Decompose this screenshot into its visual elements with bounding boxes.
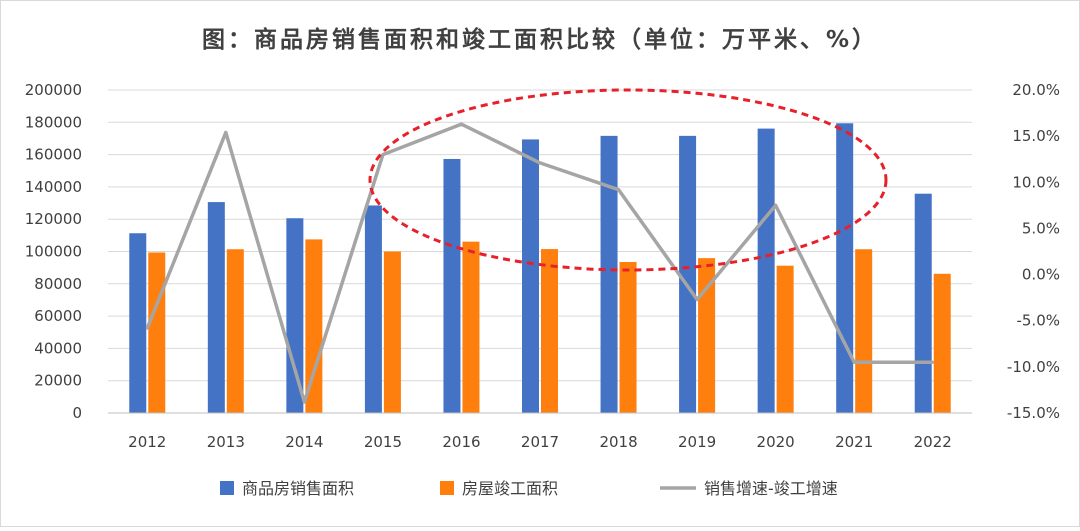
annotation-group bbox=[368, 88, 888, 272]
y-tick-label: 160000 bbox=[25, 146, 82, 164]
line-point bbox=[459, 122, 463, 126]
line-point bbox=[852, 360, 856, 364]
legend-label: 房屋竣工面积 bbox=[462, 479, 558, 498]
legend-label: 商品房销售面积 bbox=[242, 479, 354, 498]
x-tick-label: 2016 bbox=[442, 433, 480, 451]
x-tick-label: 2022 bbox=[914, 433, 952, 451]
y-tick-label: 80000 bbox=[34, 275, 82, 293]
line-point bbox=[617, 188, 621, 192]
x-tick-label: 2018 bbox=[599, 433, 637, 451]
line-point bbox=[538, 161, 542, 165]
line-point bbox=[302, 400, 306, 404]
y2-tick-label: 0.0% bbox=[1022, 266, 1060, 284]
bars-group bbox=[129, 123, 951, 414]
bar-completed-area bbox=[462, 241, 480, 413]
bar-sales-area bbox=[443, 158, 461, 413]
y-tick-label: 140000 bbox=[25, 178, 82, 196]
y-tick-label: 20000 bbox=[34, 372, 82, 390]
line-point bbox=[774, 203, 778, 207]
line-point bbox=[145, 326, 149, 330]
x-tick-label: 2015 bbox=[364, 433, 402, 451]
legend-swatch bbox=[440, 481, 454, 495]
bar-sales-area bbox=[679, 135, 697, 413]
axes-group: 2000001800001600001400001200001000008000… bbox=[25, 81, 1060, 451]
y2-tick-label: 10.0% bbox=[1012, 173, 1060, 191]
y-tick-label: 100000 bbox=[25, 243, 82, 261]
y2-tick-label: 15.0% bbox=[1012, 127, 1060, 145]
line-point bbox=[695, 297, 699, 301]
bar-sales-area bbox=[364, 205, 382, 413]
y-tick-label: 120000 bbox=[25, 210, 82, 228]
line-point bbox=[381, 153, 385, 157]
chart-title: 图：商品房销售面积和竣工面积比较（单位：万平米、%） bbox=[202, 26, 878, 53]
legend: 商品房销售面积 房屋竣工面积 销售增速-竣工增速 bbox=[220, 479, 838, 498]
x-tick-label: 2021 bbox=[835, 433, 873, 451]
y-tick-label: 60000 bbox=[34, 307, 82, 325]
bar-completed-area bbox=[383, 251, 401, 413]
bar-completed-area bbox=[855, 249, 873, 413]
x-tick-label: 2014 bbox=[285, 433, 323, 451]
bar-completed-area bbox=[698, 258, 716, 413]
y-tick-label: 200000 bbox=[25, 81, 82, 99]
bar-sales-area bbox=[129, 233, 147, 413]
x-tick-label: 2020 bbox=[757, 433, 795, 451]
bar-completed-area bbox=[226, 249, 244, 413]
bar-completed-area bbox=[305, 239, 323, 413]
line-point bbox=[931, 360, 935, 364]
bar-sales-area bbox=[757, 128, 775, 413]
y-tick-label: 0 bbox=[72, 404, 82, 422]
y2-tick-label: -15.0% bbox=[1007, 404, 1060, 422]
bar-completed-area bbox=[776, 265, 794, 413]
legend-swatch bbox=[220, 481, 234, 495]
bar-completed-area bbox=[933, 273, 951, 413]
x-tick-label: 2012 bbox=[128, 433, 166, 451]
bar-sales-area bbox=[914, 193, 932, 413]
y2-tick-label: -10.0% bbox=[1007, 358, 1060, 376]
y2-tick-label: -5.0% bbox=[1016, 312, 1060, 330]
bar-sales-area bbox=[522, 139, 539, 413]
x-tick-label: 2013 bbox=[207, 433, 245, 451]
gridlines bbox=[108, 89, 972, 414]
bar-sales-area bbox=[600, 135, 618, 413]
bar-sales-area bbox=[207, 202, 225, 413]
line-point bbox=[224, 130, 228, 134]
legend-label: 销售增速-竣工增速 bbox=[704, 479, 838, 498]
bar-completed-area bbox=[541, 249, 558, 413]
x-tick-label: 2017 bbox=[521, 433, 559, 451]
line-series-group bbox=[145, 122, 935, 404]
bar-completed-area bbox=[619, 261, 637, 413]
bar-completed-area bbox=[148, 252, 166, 413]
x-tick-label: 2019 bbox=[678, 433, 716, 451]
y-tick-label: 180000 bbox=[25, 113, 82, 131]
y2-tick-label: 20.0% bbox=[1012, 81, 1060, 99]
y-tick-label: 40000 bbox=[34, 339, 82, 357]
y2-tick-label: 5.0% bbox=[1022, 219, 1060, 237]
highlight-ellipse bbox=[368, 88, 888, 272]
bar-sales-area bbox=[836, 123, 854, 414]
bar-sales-area bbox=[286, 218, 304, 413]
